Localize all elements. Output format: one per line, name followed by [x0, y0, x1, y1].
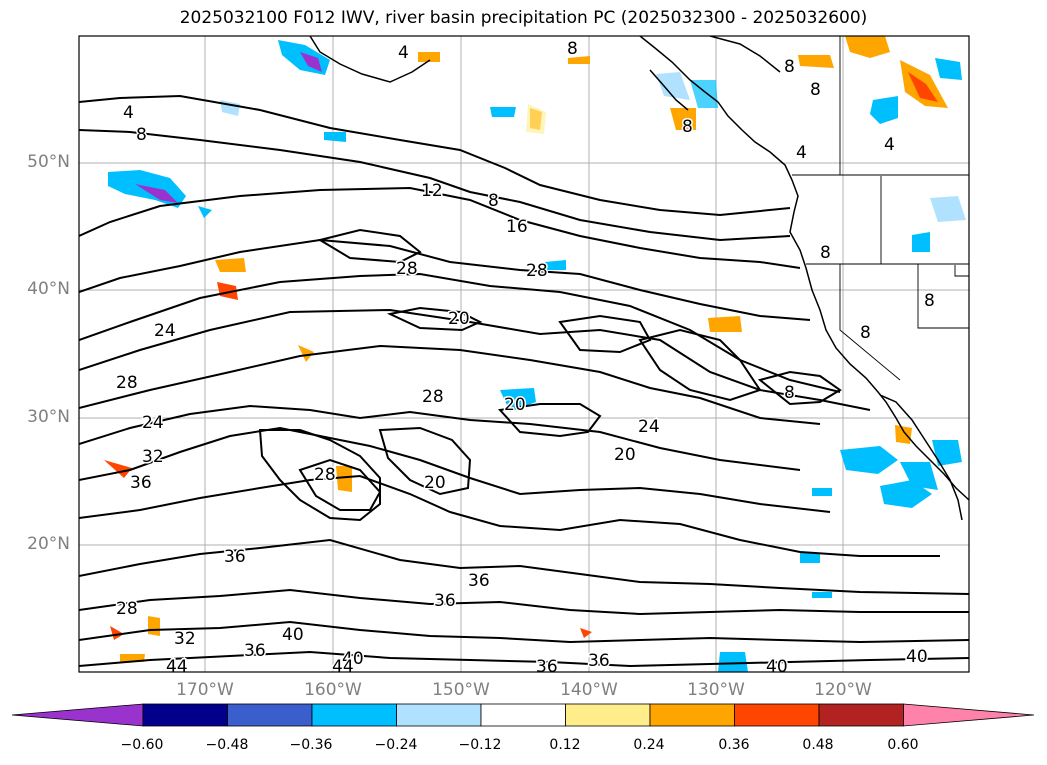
contour-label: 36 — [224, 547, 246, 567]
contour-label: 40 — [282, 625, 304, 645]
contour-label: 36 — [468, 571, 490, 591]
contour-label: 8 — [820, 243, 831, 263]
lon-label-170w: 170°W — [176, 680, 234, 700]
contour-label: 36 — [434, 591, 456, 611]
contour-label: 20 — [424, 473, 446, 493]
colorbar-swatch — [565, 703, 651, 727]
contour-label: 32 — [174, 629, 196, 649]
contour-label: 28 — [422, 387, 444, 407]
contour-label: 24 — [142, 413, 164, 433]
lat-label-20n: 20°N — [27, 534, 70, 554]
precip-anomaly-fills — [104, 36, 966, 672]
contour-label: 8 — [567, 39, 578, 59]
lon-label-120w: 120°W — [814, 680, 872, 700]
contour-label: 28 — [396, 259, 418, 279]
contour-label: 8 — [784, 57, 795, 77]
colorbar-tick-label: −0.24 — [374, 737, 418, 753]
colorbar-swatch — [480, 703, 566, 727]
colorbar-extend-high — [903, 703, 1035, 727]
contour-label: 8 — [784, 383, 795, 403]
contour-label: 36 — [244, 641, 266, 661]
contour-label: 12 — [421, 181, 443, 201]
colorbar-tick-label: 0.48 — [802, 737, 834, 753]
colorbar-tick-label: −0.12 — [458, 737, 502, 753]
colorbar-swatch — [818, 703, 904, 727]
contour-label: 4 — [398, 43, 409, 63]
colorbar-swatch — [649, 703, 735, 727]
contour-label: 20 — [448, 309, 470, 329]
colorbar-swatch — [396, 703, 482, 727]
contour-label: 24 — [154, 321, 176, 341]
contour-label: 8 — [682, 117, 693, 137]
colorbar-tick-label: −0.48 — [205, 737, 249, 753]
contour-label: 8 — [924, 291, 935, 311]
colorbar-tick-label: 0.60 — [887, 737, 919, 753]
lat-label-50n: 50°N — [27, 152, 70, 172]
lon-label-160w: 160°W — [304, 680, 362, 700]
lon-label-130w: 130°W — [687, 680, 745, 700]
map-frame — [78, 35, 970, 673]
colorbar-extend-low — [11, 703, 144, 727]
lat-label-40n: 40°N — [27, 279, 70, 299]
colorbar-swatch — [311, 703, 397, 727]
lat-label-30n: 30°N — [27, 407, 70, 427]
colorbar-tick-label: 0.24 — [633, 737, 665, 753]
map-panel: 4 8 8 8 4 8 8 4 4 12 8 16 28 28 24 20 28… — [79, 36, 969, 677]
colorbar-swatch — [142, 703, 228, 727]
contour-label: 36 — [536, 657, 558, 677]
contour-label: 28 — [314, 465, 336, 485]
contour-label: 44 — [166, 657, 188, 677]
contour-label: 40 — [342, 649, 364, 669]
lon-label-140w: 140°W — [560, 680, 618, 700]
colorbar-tick-label: −0.60 — [120, 737, 164, 753]
contour-label: 40 — [766, 657, 788, 677]
contour-label: 36 — [588, 651, 610, 671]
colorbar-tick-label: −0.36 — [289, 737, 333, 753]
contour-label: 8 — [860, 323, 871, 343]
lon-label-150w: 150°W — [432, 680, 490, 700]
contour-label: 24 — [638, 417, 660, 437]
colorbar-tick-label: 0.36 — [718, 737, 750, 753]
contour-label: 8 — [810, 80, 821, 100]
iwv-contours — [79, 94, 969, 668]
colorbar-swatch — [227, 703, 313, 727]
contour-label: 16 — [506, 217, 528, 237]
contour-label: 28 — [116, 599, 138, 619]
map-title: 2025032100 F012 IWV, river basin precipi… — [179, 8, 868, 28]
contour-label: 20 — [614, 445, 636, 465]
contour-label: 40 — [906, 647, 928, 667]
contour-label: 20 — [504, 395, 526, 415]
contour-label: 4 — [123, 103, 134, 123]
contour-label: 28 — [116, 373, 138, 393]
contour-labels: 4 8 8 8 4 8 8 4 4 12 8 16 28 28 24 20 28… — [115, 38, 937, 677]
contour-label: 32 — [142, 447, 164, 467]
colorbar-tick-label: 0.12 — [549, 737, 581, 753]
coastlines — [309, 36, 969, 521]
contour-label: 8 — [488, 191, 499, 211]
contour-label: 8 — [136, 125, 147, 145]
contour-label: 4 — [796, 143, 807, 163]
colorbar-swatch — [734, 703, 820, 727]
contour-label: 44 — [332, 657, 354, 677]
contour-label: 4 — [884, 135, 895, 155]
contour-label: 28 — [526, 261, 548, 281]
state-borders — [792, 36, 969, 381]
contour-label: 36 — [130, 473, 152, 493]
graticule — [79, 36, 969, 672]
colorbar — [11, 703, 1035, 727]
